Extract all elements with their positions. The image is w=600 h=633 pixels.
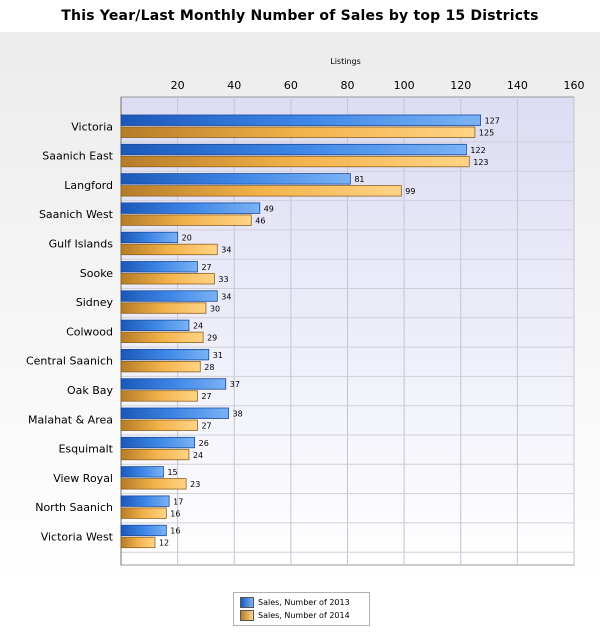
data-label-2014: 24 bbox=[193, 451, 203, 460]
bar-2014 bbox=[120, 302, 207, 314]
data-label-2014: 28 bbox=[204, 363, 214, 372]
bar-2014 bbox=[120, 126, 476, 138]
data-label-2014: 16 bbox=[170, 509, 180, 518]
bar-2013 bbox=[120, 378, 227, 390]
bar-2013 bbox=[120, 407, 229, 419]
x-tick-label: 140 bbox=[507, 79, 528, 92]
chart-title: This Year/Last Monthly Number of Sales b… bbox=[61, 8, 539, 24]
category-label: Victoria West bbox=[41, 530, 114, 543]
x-tick-label: 100 bbox=[394, 79, 415, 92]
x-axis-label: Listings bbox=[330, 57, 361, 66]
data-label-2013: 16 bbox=[170, 527, 180, 536]
bar-2014 bbox=[120, 185, 402, 197]
x-tick-label: 40 bbox=[227, 79, 241, 92]
data-label-2013: 81 bbox=[354, 175, 364, 184]
bar-2013 bbox=[120, 173, 351, 185]
data-label-2013: 27 bbox=[201, 263, 211, 272]
x-tick-label: 160 bbox=[564, 79, 585, 92]
category-label: North Saanich bbox=[35, 501, 113, 514]
legend-swatch-2013 bbox=[240, 597, 254, 608]
data-label-2013: 127 bbox=[485, 117, 500, 126]
category-label: Sooke bbox=[80, 267, 113, 280]
bar-2013 bbox=[120, 524, 167, 537]
data-label-2014: 125 bbox=[479, 129, 494, 138]
bar-2013 bbox=[120, 436, 196, 449]
x-tick-label: 80 bbox=[341, 79, 355, 92]
data-label-2013: 34 bbox=[221, 292, 231, 301]
category-label: Malahat & Area bbox=[28, 413, 113, 426]
data-label-2013: 26 bbox=[199, 439, 209, 448]
bar-2013 bbox=[120, 202, 261, 214]
data-label-2014: 34 bbox=[221, 246, 231, 255]
bar-2014 bbox=[120, 155, 470, 168]
category-label: Gulf Islands bbox=[49, 237, 114, 250]
data-label-2014: 27 bbox=[201, 422, 211, 431]
bar-2014 bbox=[120, 273, 215, 285]
bar-2014 bbox=[120, 360, 201, 373]
data-label-2013: 15 bbox=[167, 468, 177, 477]
x-tick-label: 120 bbox=[450, 79, 471, 92]
category-label: Langford bbox=[64, 179, 113, 192]
x-tick-label: 60 bbox=[284, 79, 298, 92]
legend-swatch-2014 bbox=[240, 610, 254, 621]
bar-2013 bbox=[120, 261, 198, 273]
legend-item-2013: Sales, Number of 2013 bbox=[240, 597, 350, 608]
data-label-2014: 46 bbox=[255, 216, 265, 225]
legend-label-2014: Sales, Number of 2014 bbox=[258, 611, 350, 620]
data-label-2013: 20 bbox=[182, 234, 192, 243]
bar-2014 bbox=[120, 243, 218, 256]
data-label-2014: 30 bbox=[210, 304, 220, 313]
category-label: Colwood bbox=[66, 325, 113, 338]
bar-2014 bbox=[120, 507, 167, 519]
category-label: Victoria bbox=[71, 120, 113, 133]
category-label: Saanich West bbox=[39, 208, 114, 221]
data-label-2013: 122 bbox=[470, 146, 485, 155]
bar-2014 bbox=[120, 331, 204, 344]
bar-2013 bbox=[120, 319, 190, 332]
chart-legend: Sales, Number of 2013 Sales, Number of 2… bbox=[233, 592, 370, 626]
legend-label-2013: Sales, Number of 2013 bbox=[258, 598, 350, 607]
data-label-2013: 17 bbox=[173, 497, 183, 506]
data-label-2013: 31 bbox=[213, 351, 223, 360]
category-label: Sidney bbox=[76, 296, 114, 309]
data-label-2013: 38 bbox=[233, 410, 243, 419]
data-label-2014: 29 bbox=[207, 334, 217, 343]
bar-2014 bbox=[120, 448, 190, 461]
data-label-2014: 27 bbox=[201, 392, 211, 401]
bar-2013 bbox=[120, 143, 467, 156]
bar-2014 bbox=[120, 419, 198, 431]
bar-2013 bbox=[120, 466, 164, 478]
data-label-2014: 23 bbox=[190, 480, 200, 489]
data-label-2013: 49 bbox=[264, 204, 274, 213]
bar-2013 bbox=[120, 290, 218, 302]
bar-2014 bbox=[120, 390, 198, 402]
bar-2013 bbox=[120, 114, 481, 126]
data-label-2014: 123 bbox=[473, 158, 488, 167]
category-label: Oak Bay bbox=[67, 384, 114, 397]
x-tick-label: 20 bbox=[171, 79, 185, 92]
bar-2013 bbox=[120, 348, 210, 361]
category-label: View Royal bbox=[53, 472, 113, 485]
category-label: Central Saanich bbox=[26, 355, 113, 368]
data-label-2014: 99 bbox=[405, 187, 415, 196]
bar-2014 bbox=[120, 214, 252, 226]
bar-2014 bbox=[120, 536, 156, 549]
data-label-2013: 37 bbox=[230, 380, 240, 389]
legend-item-2014: Sales, Number of 2014 bbox=[240, 610, 350, 621]
data-label-2014: 33 bbox=[218, 275, 228, 284]
category-label: Saanich East bbox=[42, 150, 113, 163]
bar-2013 bbox=[120, 231, 179, 244]
data-label-2014: 12 bbox=[159, 539, 169, 548]
data-label-2013: 24 bbox=[193, 322, 203, 331]
category-label: Esquimalt bbox=[58, 443, 113, 456]
bar-2014 bbox=[120, 478, 187, 490]
bar-2013 bbox=[120, 495, 170, 507]
